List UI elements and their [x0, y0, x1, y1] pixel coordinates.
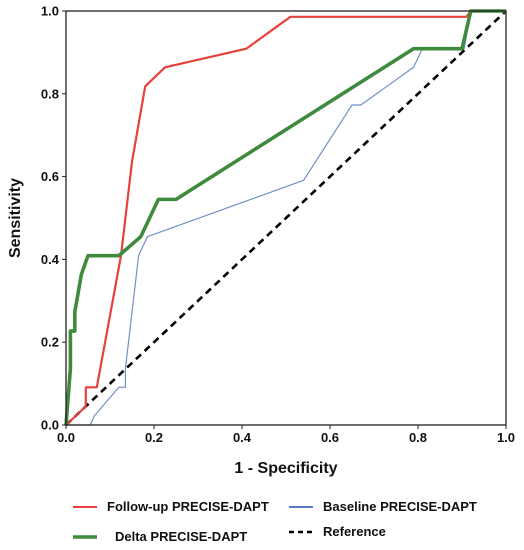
y-tick-label: 0.2: [41, 335, 59, 350]
x-tick-label: 0.6: [321, 430, 339, 445]
legend-item-follow-up-precise-dapt: Follow-up PRECISE-DAPT: [73, 499, 269, 514]
legend-label: Baseline PRECISE-DAPT: [323, 499, 477, 514]
series-line-delta-precise-dapt: [64, 9, 506, 426]
y-tick-label: 0.8: [41, 86, 59, 101]
legend-item-reference: Reference: [289, 524, 386, 539]
legend-item-baseline-precise-dapt: Baseline PRECISE-DAPT: [289, 499, 477, 514]
legend-label: Delta PRECISE-DAPT: [115, 529, 247, 544]
x-tick-label: 0.4: [233, 430, 252, 445]
y-tick-label: 0.6: [41, 169, 59, 184]
x-tick-label: 0.2: [145, 430, 163, 445]
plot-area: [64, 9, 507, 426]
x-tick-label: 1.0: [497, 430, 515, 445]
legend-item-delta-precise-dapt: Delta PRECISE-DAPT: [73, 529, 247, 544]
y-axis-title: Sensitivity: [7, 178, 24, 258]
x-tick-label: 0.0: [57, 430, 75, 445]
series-line-reference: [65, 10, 507, 426]
plot-frame: [65, 10, 507, 426]
axes: 0.0 0.2 0.4 0.6 0.8 1.0 0.0 0.2 0.4 0.6 0.8 1.0: [41, 4, 515, 446]
legend-label: Reference: [323, 524, 386, 539]
y-tick-label: 0.4: [41, 252, 60, 267]
y-tick-label: 1.0: [41, 4, 59, 19]
x-axis-title: 1 - Specificity: [234, 460, 337, 477]
x-tick-label: 0.8: [409, 430, 427, 445]
legend: Follow-up PRECISE-DAPT Baseline PRECISE-D…: [73, 499, 477, 544]
legend-label: Follow-up PRECISE-DAPT: [107, 499, 269, 514]
y-tick-label: 0.0: [41, 418, 59, 433]
series-line-follow-up-precise-dapt: [65, 9, 506, 426]
